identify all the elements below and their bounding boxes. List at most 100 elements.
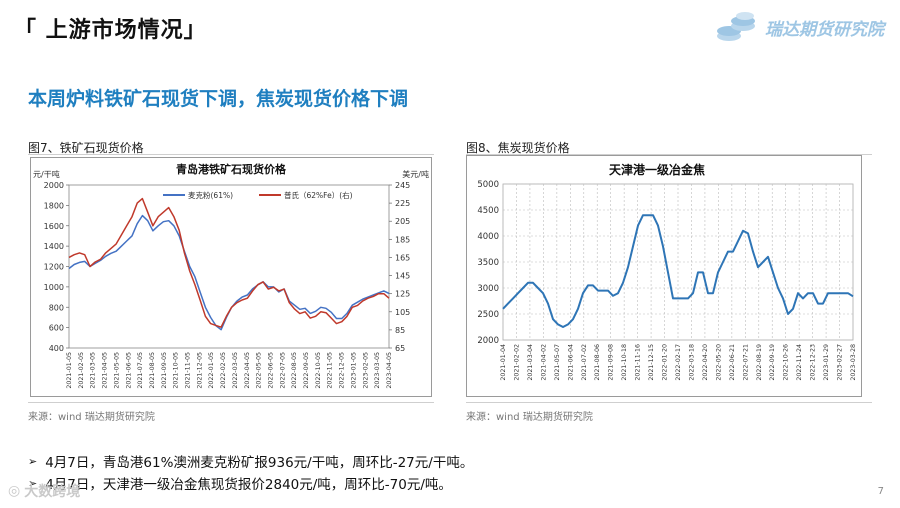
x-tick-label: 2023-03-05	[374, 352, 381, 389]
x-tick-label: 2022-04-05	[244, 352, 251, 389]
x-tick-label: 2021-03-04	[527, 344, 534, 381]
x-tick-label: 2021-02-05	[78, 352, 85, 389]
right-tick-label: 65	[395, 344, 405, 353]
bullet-list: ➢ 4月7日，青岛港61%澳洲麦克粉矿报936元/干吨，周环比-27元/干吨。 …	[28, 450, 473, 494]
coke-price-chart: 天津港一级冶金焦 2000 2500 3000 3500 4000 4500 5000 2021…	[477, 162, 857, 381]
right-tick-label: 205	[395, 217, 410, 226]
x-tick-label: 2022-07-21	[742, 344, 749, 381]
x-tick-label: 2021-04-05	[102, 352, 109, 389]
right-axis-label: 美元/吨	[402, 169, 429, 179]
left-tick-label: 1800	[44, 201, 64, 210]
x-tick-label: 2022-08-05	[291, 352, 298, 389]
x-tick-label: 2021-07-02	[581, 344, 588, 381]
arrow-bullet-icon: ➢	[28, 476, 38, 490]
page-title: 「 上游市场情况」	[14, 18, 207, 43]
y-tick-label: 5000	[477, 180, 499, 190]
x-tick-label: 2021-01-05	[66, 352, 73, 389]
headline: 本周炉料铁矿石现货下调，焦炭现货价格下调	[28, 88, 409, 110]
bullet-text: 4月7日，天津港一级冶金焦现货报价2840元/吨，周环比-70元/吨。	[45, 477, 452, 493]
x-tick-label: 2021-09-08	[608, 344, 615, 381]
x-tick-label: 2021-12-05	[196, 352, 203, 389]
x-tick-label: 2023-01-29	[823, 344, 830, 381]
x-tick-label: 2023-01-05	[350, 352, 357, 389]
x-tick-label: 2023-02-27	[837, 344, 844, 381]
x-tick-label: 2022-08-19	[756, 344, 763, 381]
left-tick-label: 800	[49, 303, 64, 312]
x-tick-label: 2022-11-05	[327, 352, 334, 389]
iron-ore-chart-panel: 青岛港铁矿石现货价格 元/干吨 美元/吨 400 600 800 1000 1200 1400 1…	[30, 157, 432, 397]
x-tick-label: 2023-02-05	[362, 352, 369, 389]
left-tick-label: 600	[49, 324, 64, 333]
x-tick-label: 2021-11-05	[185, 352, 192, 389]
figure-8-rule	[466, 154, 872, 155]
left-axis-label: 元/干吨	[33, 169, 60, 179]
x-tick-label: 2022-03-18	[688, 344, 695, 381]
left-tick-label: 1400	[44, 242, 64, 251]
x-tick-label: 2022-09-19	[769, 344, 776, 381]
x-tick-label: 2022-10-05	[315, 352, 322, 389]
left-tick-label: 400	[49, 344, 64, 353]
brand-name: 瑞达期货研究院	[765, 19, 884, 40]
x-tick-label: 2022-07-05	[279, 352, 286, 389]
coke-chart-panel: 天津港一级冶金焦 2000 2500 3000 3500 4000 4500 5000 2021…	[466, 155, 862, 397]
list-item: ➢ 4月7日，天津港一级冶金焦现货报价2840元/吨，周环比-70元/吨。	[28, 472, 473, 494]
y-tick-label: 2500	[477, 310, 499, 320]
x-tick-label: 2021-05-07	[554, 344, 561, 381]
plot-area	[68, 184, 390, 349]
x-tick-label: 2021-10-05	[173, 352, 180, 389]
series-line-1	[502, 214, 854, 328]
right-tick-label: 85	[395, 326, 405, 335]
left-tick-label: 2000	[44, 181, 64, 190]
x-tick-label: 2022-10-26	[783, 344, 790, 381]
bullet-text: 4月7日，青岛港61%澳洲麦克粉矿报936元/干吨，周环比-27元/干吨。	[45, 455, 474, 471]
figure-7-caption: 图7、铁矿石现货价格	[28, 141, 144, 155]
right-tick-label: 245	[395, 181, 410, 190]
y-tick-label: 2000	[477, 336, 499, 346]
coins-icon	[717, 12, 755, 41]
watermark-text: 大数跨境	[24, 484, 81, 500]
y-tick-label: 3500	[477, 258, 499, 268]
right-tick-label: 165	[395, 253, 410, 262]
right-tick-label: 225	[395, 199, 410, 208]
x-tick-label: 2022-02-05	[220, 352, 227, 389]
left-tick-label: 1600	[44, 222, 64, 231]
figure-7-rule	[28, 154, 434, 155]
right-tick-label: 185	[395, 235, 410, 244]
x-tick-label: 2022-06-05	[267, 352, 274, 389]
legend-label-2: 普氏（62%Fe）(右)	[284, 190, 353, 200]
x-tick-label: 2021-03-05	[90, 352, 97, 389]
x-tick-label: 2021-04-02	[540, 344, 547, 381]
x-tick-label: 2021-07-05	[137, 352, 144, 389]
x-tick-label: 2022-09-05	[303, 352, 310, 389]
x-tick-label: 2022-11-24	[796, 344, 803, 381]
x-tick-label: 2021-02-02	[513, 344, 520, 381]
chart-title: 天津港一级冶金焦	[609, 162, 705, 177]
x-tick-label: 2023-03-28	[850, 344, 857, 381]
figure-7-bottom-rule	[28, 402, 434, 403]
x-tick-label: 2022-05-05	[256, 352, 263, 389]
x-tick-label: 2021-09-05	[161, 352, 168, 389]
x-tick-label: 2021-11-16	[635, 344, 642, 381]
watermark: ◎ 大数跨境	[8, 481, 80, 501]
x-tick-label: 2022-03-05	[232, 352, 239, 389]
x-tick-label: 2021-10-18	[621, 344, 628, 381]
x-tick-label: 2023-04-05	[386, 352, 393, 389]
figure-8-bottom-rule	[466, 402, 872, 403]
list-item: ➢ 4月7日，青岛港61%澳洲麦克粉矿报936元/干吨，周环比-27元/干吨。	[28, 450, 473, 472]
x-tick-label: 2022-02-17	[675, 344, 682, 381]
right-tick-label: 125	[395, 290, 410, 299]
y-tick-label: 4500	[477, 206, 499, 216]
x-tick-label: 2022-12-05	[339, 352, 346, 389]
right-tick-label: 145	[395, 272, 410, 281]
figure-7-source: 来源：wind 瑞达期货研究院	[28, 412, 155, 423]
x-tick-label: 2021-05-05	[113, 352, 120, 389]
x-tick-label: 2021-01-04	[500, 344, 507, 381]
x-tick-label: 2021-08-05	[149, 352, 156, 389]
arrow-bullet-icon: ➢	[28, 454, 38, 468]
x-tick-label: 2021-12-15	[648, 344, 655, 381]
brand-logo: 瑞达期货研究院	[715, 10, 884, 44]
left-tick-label: 1200	[44, 263, 64, 272]
x-tick-label: 2022-04-20	[702, 344, 709, 381]
chart-title: 青岛港铁矿石现货价格	[176, 162, 287, 176]
